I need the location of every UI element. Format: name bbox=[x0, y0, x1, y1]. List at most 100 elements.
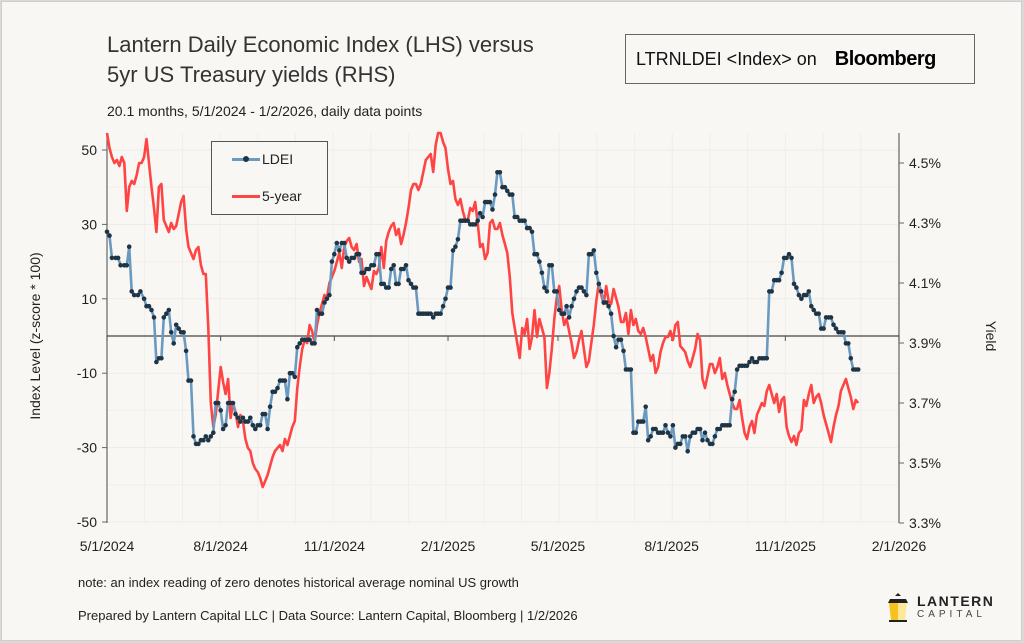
ldei-point bbox=[201, 437, 206, 443]
ldei-point bbox=[334, 240, 340, 246]
ldei-point bbox=[329, 259, 335, 264]
ldei-point bbox=[118, 263, 123, 268]
ldei-point bbox=[633, 430, 639, 436]
ldei-point bbox=[809, 303, 814, 309]
ldei-point bbox=[337, 248, 342, 253]
ldei-point bbox=[332, 251, 337, 257]
ldei-point bbox=[166, 307, 172, 313]
ldei-point bbox=[146, 303, 152, 309]
ldei-point bbox=[598, 289, 604, 294]
ldei-point bbox=[712, 434, 718, 439]
y2-tick-label: 3.9% bbox=[909, 335, 941, 351]
ldei-point bbox=[159, 356, 164, 361]
ldei-point bbox=[584, 292, 589, 298]
ldei-point bbox=[848, 356, 854, 361]
ldei-point bbox=[685, 449, 690, 454]
ldei-point bbox=[670, 423, 676, 428]
ldei-point bbox=[386, 285, 392, 290]
y-axis-title: Index Level (z-score * 100) bbox=[27, 252, 43, 419]
ldei-point bbox=[653, 426, 658, 432]
ldei-point bbox=[692, 430, 698, 436]
ldei-point bbox=[203, 434, 209, 439]
ldei-point bbox=[388, 266, 394, 272]
ldei-point bbox=[477, 210, 483, 216]
ldei-point bbox=[544, 289, 550, 294]
legend-marker-icon bbox=[243, 155, 249, 162]
ldei-point bbox=[151, 315, 157, 320]
y2-axis-title: Yield bbox=[983, 321, 999, 352]
ldei-point bbox=[366, 266, 372, 272]
ldei-point bbox=[218, 408, 223, 413]
ldei-point bbox=[514, 214, 520, 220]
ldei-point bbox=[794, 285, 799, 290]
ldei-point bbox=[529, 229, 535, 235]
ldei-point bbox=[319, 311, 325, 317]
ldei-point bbox=[729, 396, 735, 402]
ldei-point bbox=[430, 315, 436, 320]
ldei-point bbox=[275, 385, 280, 391]
ldei-point bbox=[181, 330, 186, 335]
ldei-point bbox=[682, 434, 688, 439]
series-ldei bbox=[104, 170, 861, 454]
ldei-point bbox=[603, 300, 609, 305]
ldei-point bbox=[465, 218, 471, 223]
ticker-text: LTRNLDEI <Index> on bbox=[636, 48, 817, 69]
bloomberg-ticker-box: LTRNLDEI <Index> on Bloomberg bbox=[625, 34, 975, 84]
ldei-point bbox=[282, 378, 288, 383]
ldei-point bbox=[487, 199, 493, 205]
ldei-point bbox=[129, 289, 134, 294]
ldei-point bbox=[381, 281, 387, 287]
ldei-point bbox=[396, 281, 401, 287]
ldei-point bbox=[687, 434, 693, 439]
ldei-point bbox=[589, 251, 594, 257]
ldei-point bbox=[747, 359, 752, 365]
ldei-point bbox=[811, 307, 816, 313]
logo-text-line1: LANTERN bbox=[917, 593, 995, 609]
ldei-point bbox=[710, 441, 715, 447]
source-line: Prepared by Lantern Capital LLC | Data S… bbox=[78, 608, 578, 623]
ldei-point bbox=[376, 251, 382, 257]
ldei-point bbox=[171, 341, 176, 346]
ldei-point bbox=[406, 277, 411, 283]
y-tick-label: 10 bbox=[81, 291, 97, 307]
ldei-point bbox=[238, 419, 243, 424]
ldei-point bbox=[356, 251, 362, 257]
ldei-point bbox=[527, 225, 532, 231]
ldei-point bbox=[833, 326, 839, 331]
ldei-point bbox=[290, 370, 295, 376]
ldei-point bbox=[472, 222, 478, 227]
ldei-point bbox=[769, 289, 774, 294]
axis-labels: -50 -30 -10 10 30 50 3.3% 3.5% 3.7% 3.9% 4.1% 4.3% 4… bbox=[77, 142, 941, 554]
ldei-point bbox=[628, 367, 634, 372]
ldei-point bbox=[297, 341, 303, 346]
ldei-point bbox=[779, 270, 784, 276]
ldei-point bbox=[522, 218, 527, 223]
ldei-point bbox=[490, 207, 495, 212]
ldei-point bbox=[453, 244, 458, 249]
ldei-point bbox=[700, 437, 705, 443]
legend-label-ldei: LDEI bbox=[262, 151, 294, 167]
ldei-point bbox=[554, 289, 559, 294]
ldei-point bbox=[138, 289, 143, 294]
x-tick-label: 2/1/2025 bbox=[421, 538, 476, 554]
ldei-point bbox=[539, 270, 545, 276]
ldei-point bbox=[796, 292, 802, 298]
bloomberg-logo: Bloomberg bbox=[834, 47, 937, 70]
ldei-point bbox=[314, 307, 320, 313]
ldei-point bbox=[613, 344, 619, 350]
ldei-point bbox=[344, 255, 350, 261]
ldei-point bbox=[566, 315, 572, 320]
ldei-point bbox=[183, 348, 189, 354]
chart-subtitle: 20.1 months, 5/1/2024 - 1/2/2026, daily … bbox=[107, 103, 423, 119]
ldei-point bbox=[240, 415, 246, 421]
chart-title: Lantern Daily Economic Index (LHS) versu… bbox=[107, 30, 534, 90]
ldei-point bbox=[569, 303, 574, 309]
ldei-point bbox=[581, 289, 587, 294]
ldei-point bbox=[841, 330, 846, 335]
ldei-point bbox=[164, 311, 169, 317]
y-tick-label: -30 bbox=[77, 440, 97, 456]
ldei-point bbox=[784, 255, 789, 261]
ldei-point bbox=[611, 333, 616, 339]
ldei-point bbox=[727, 423, 732, 428]
